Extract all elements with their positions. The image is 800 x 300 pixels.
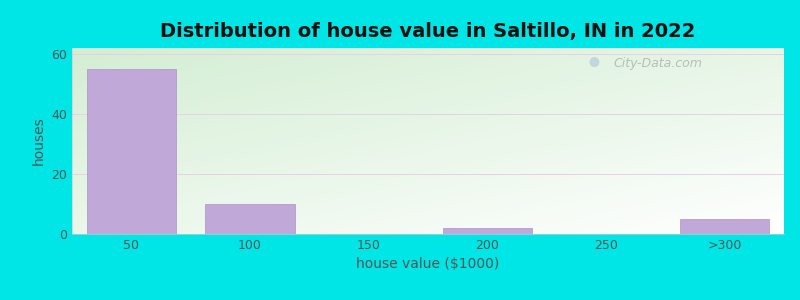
Bar <box>87 69 176 234</box>
Bar <box>680 219 769 234</box>
X-axis label: house value ($1000): house value ($1000) <box>356 257 500 272</box>
Text: City-Data.com: City-Data.com <box>613 57 702 70</box>
Bar <box>206 204 294 234</box>
Bar <box>443 228 532 234</box>
Y-axis label: houses: houses <box>32 117 46 165</box>
Title: Distribution of house value in Saltillo, IN in 2022: Distribution of house value in Saltillo,… <box>160 22 696 41</box>
Text: ⬤: ⬤ <box>588 56 599 67</box>
